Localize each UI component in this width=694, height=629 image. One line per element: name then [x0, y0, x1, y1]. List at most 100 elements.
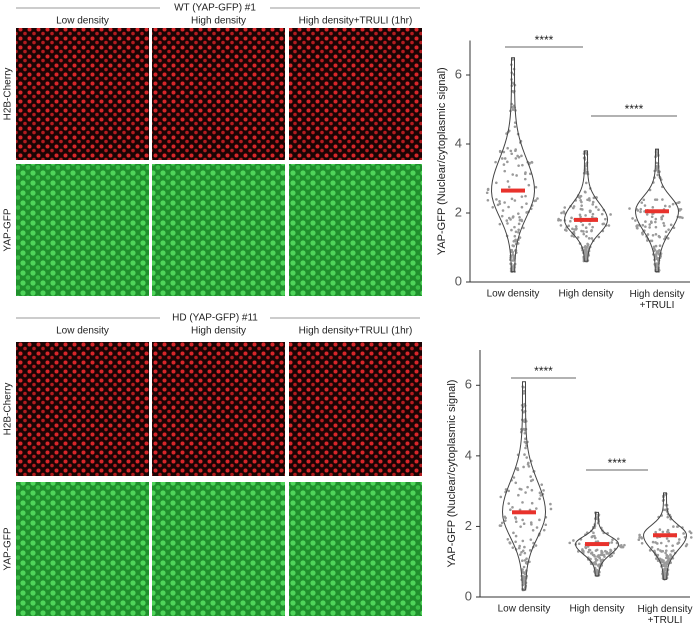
jitter-point	[587, 237, 591, 240]
jitter-point	[568, 541, 572, 545]
jitter-point	[666, 237, 670, 240]
jitter-point	[520, 154, 523, 158]
jitter-point	[563, 206, 567, 209]
jitter-point	[506, 160, 509, 164]
jitter-point	[510, 152, 514, 156]
jitter-point	[593, 536, 597, 540]
jitter-point	[664, 551, 667, 555]
y-axis-label: YAP-GFP (Nuclear/cytoplasmic signal)	[446, 380, 458, 568]
jitter-point	[639, 207, 643, 211]
jitter-point	[517, 493, 520, 497]
jitter-point	[549, 507, 553, 511]
jitter-point	[505, 219, 509, 222]
jitter-point	[513, 225, 516, 229]
jitter-point	[597, 554, 600, 557]
column-label: High density+TRULI (1hr)	[299, 326, 413, 337]
jitter-point	[531, 528, 535, 532]
jitter-point	[578, 196, 582, 199]
jitter-point	[559, 218, 562, 222]
jitter-point	[580, 229, 583, 233]
jitter-point	[502, 163, 506, 166]
jitter-point	[668, 205, 671, 208]
jitter-point	[526, 462, 530, 466]
jitter-point	[540, 483, 544, 486]
jitter-point	[658, 249, 661, 252]
jitter-point	[616, 537, 620, 541]
jitter-point	[522, 392, 526, 395]
jitter-point	[661, 530, 665, 534]
jitter-point	[597, 563, 601, 567]
jitter-point	[689, 536, 693, 539]
jitter-point	[498, 149, 502, 153]
jitter-point	[499, 495, 503, 499]
jitter-point	[544, 523, 548, 527]
jitter-point	[517, 222, 521, 226]
jitter-point	[656, 548, 660, 551]
jitter-point	[569, 219, 572, 223]
jitter-point	[486, 198, 490, 202]
jitter-point	[524, 491, 527, 494]
jitter-point	[506, 146, 509, 150]
jitter-point	[591, 212, 595, 216]
jitter-point	[530, 501, 534, 505]
jitter-point	[609, 548, 612, 552]
jitter-point	[514, 148, 517, 151]
jitter-point	[656, 262, 659, 266]
row-label: H2B-Cherry	[3, 383, 14, 436]
jitter-point	[582, 232, 586, 236]
jitter-point	[597, 208, 600, 212]
jitter-point	[518, 216, 521, 219]
jitter-point	[522, 575, 526, 578]
jitter-point	[486, 187, 490, 191]
jitter-point	[511, 250, 514, 254]
micrograph	[152, 28, 285, 160]
violin	[643, 492, 687, 580]
jitter-point	[518, 218, 522, 222]
jitter-point	[594, 205, 598, 209]
micrograph	[152, 482, 285, 616]
jitter-point	[507, 205, 510, 209]
jitter-point	[623, 543, 626, 547]
jitter-point	[503, 157, 507, 160]
jitter-point	[665, 549, 668, 552]
jitter-point	[585, 234, 588, 238]
jitter-point	[584, 257, 588, 261]
jitter-point	[591, 203, 595, 206]
jitter-point	[509, 508, 512, 512]
y-tick-label: 2	[455, 204, 462, 219]
jitter-point	[584, 244, 587, 248]
jitter-point	[648, 226, 651, 229]
jitter-point	[521, 568, 524, 571]
violin	[491, 57, 535, 273]
x-tick-label: High density	[569, 604, 624, 615]
jitter-point	[511, 173, 515, 176]
jitter-point	[525, 211, 528, 214]
jitter-point	[491, 206, 495, 209]
jitter-point	[503, 201, 506, 204]
jitter-point	[517, 155, 521, 159]
jitter-point	[591, 200, 595, 204]
jitter-point	[590, 237, 594, 240]
jitter-point	[600, 551, 603, 554]
jitter-point	[523, 571, 527, 574]
jitter-point	[648, 549, 652, 552]
jitter-point	[528, 172, 532, 176]
jitter-point	[676, 542, 679, 545]
jitter-point	[522, 389, 526, 393]
jitter-point	[517, 231, 520, 234]
jitter-point	[494, 160, 497, 164]
jitter-point	[506, 180, 510, 183]
jitter-point	[524, 437, 527, 441]
jitter-point	[499, 524, 503, 527]
column-label: High density	[191, 326, 246, 337]
jitter-point	[529, 521, 533, 524]
jitter-point	[549, 502, 552, 506]
jitter-point	[588, 222, 591, 226]
jitter-point	[663, 204, 667, 208]
jitter-point	[528, 549, 532, 552]
jitter-point	[669, 223, 673, 227]
jitter-point	[577, 542, 581, 546]
jitter-point	[600, 212, 604, 216]
jitter-point	[681, 216, 684, 220]
jitter-point	[648, 223, 652, 226]
